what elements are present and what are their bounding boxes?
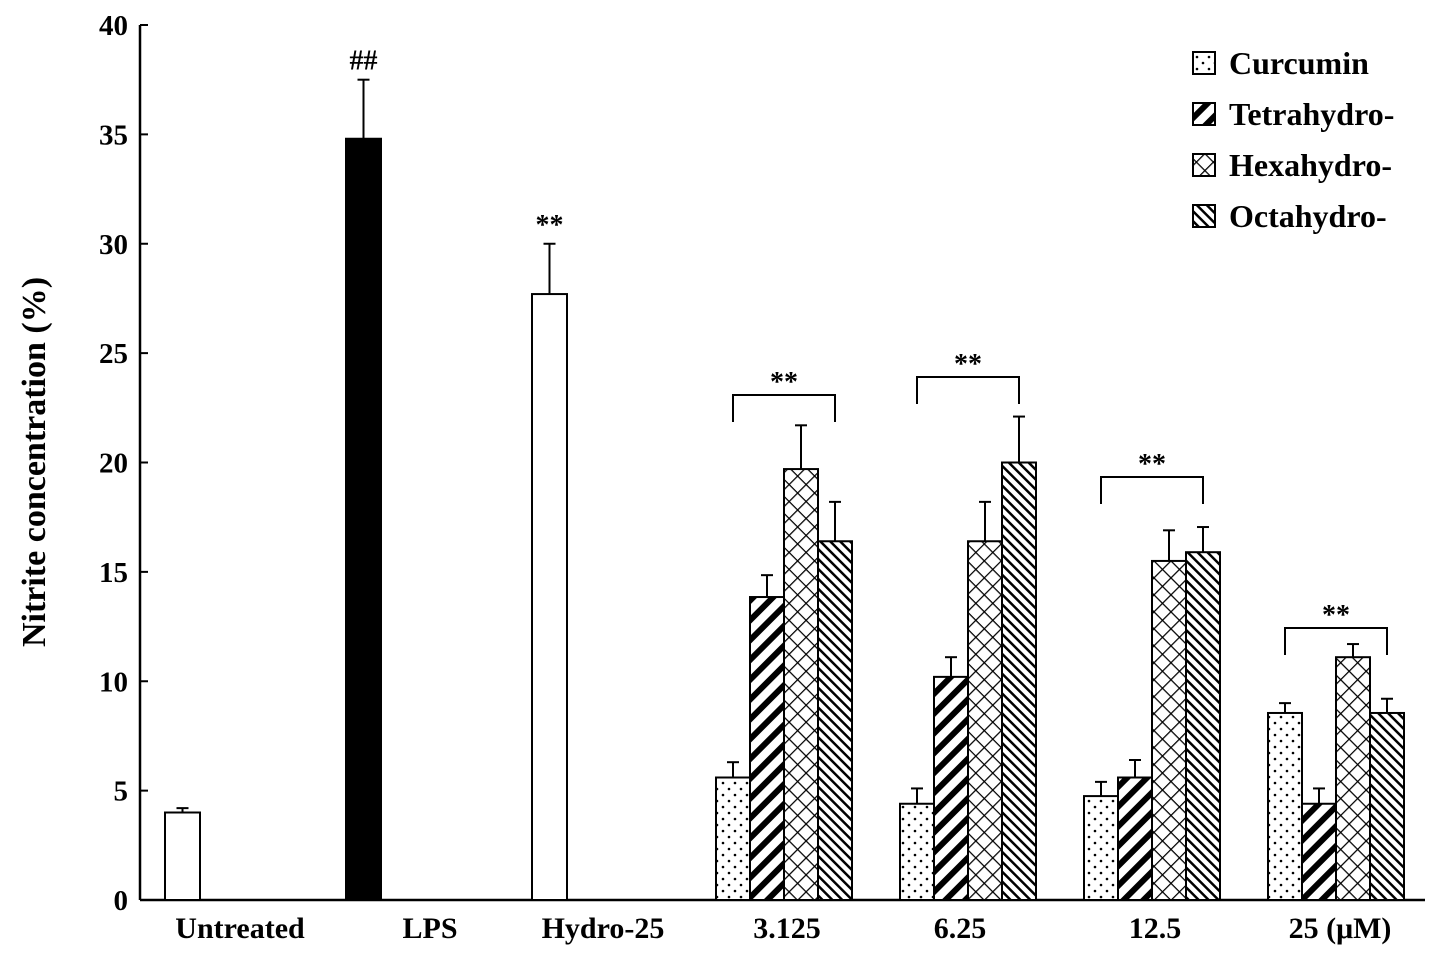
bar-curcumin (715, 776, 751, 901)
legend: Curcumin Tetrahydro- Hexahydro- Octahydro- (1192, 45, 1394, 234)
significance-bracket (1284, 627, 1388, 655)
bar-untreated (164, 811, 201, 901)
bar-hydro-25 (531, 293, 568, 901)
x-tick-label: 3.125 (753, 912, 821, 945)
y-tick-label: 35 (99, 119, 128, 151)
bar-hexahydro (1151, 559, 1187, 901)
bar-hexahydro (783, 468, 819, 901)
x-tick-label: Hydro-25 (542, 912, 665, 945)
y-tick-label: 20 (99, 448, 128, 480)
bar-octahydro (1185, 551, 1221, 901)
x-tick-label: LPS (402, 912, 457, 945)
x-tick-label: Untreated (175, 912, 305, 945)
bar-octahydro (817, 540, 853, 901)
legend-swatch-dots (1192, 51, 1216, 75)
bar-tetrahydro (1117, 776, 1153, 901)
y-axis-label: Nitrite concentration (%) (16, 277, 53, 647)
significance-mark: ** (1322, 600, 1350, 631)
bar-octahydro (1369, 711, 1405, 901)
legend-swatch-crosshatch (1192, 153, 1216, 177)
significance-mark: ## (350, 46, 378, 77)
legend-label: Tetrahydro- (1229, 96, 1394, 132)
bar-curcumin (1267, 711, 1303, 901)
y-tick-label: 25 (99, 338, 128, 370)
bar-hexahydro (1335, 656, 1371, 901)
significance-mark: ** (1138, 449, 1166, 480)
bar-curcumin (899, 802, 935, 901)
x-tick-label: 25 (μM) (1289, 912, 1392, 945)
bar-curcumin (1083, 795, 1119, 901)
bar-octahydro (1001, 461, 1037, 901)
legend-label: Hexahydro- (1229, 147, 1392, 183)
bar-hexahydro (967, 540, 1003, 901)
y-tick-label: 5 (114, 776, 129, 808)
legend-swatch-thin-diagonal (1192, 204, 1216, 228)
bar-tetrahydro (749, 596, 785, 901)
bar-lps (345, 137, 382, 901)
legend-label: Octahydro- (1229, 198, 1387, 234)
x-tick-label: 12.5 (1129, 912, 1182, 945)
significance-mark: ** (954, 349, 982, 380)
y-tick-label: 30 (99, 229, 128, 261)
significance-mark: ** (770, 367, 798, 398)
significance-bracket (1100, 476, 1204, 504)
y-tick-label: 0 (114, 885, 129, 917)
significance-bracket (916, 376, 1020, 404)
bars (164, 78, 1405, 901)
legend-label: Curcumin (1229, 45, 1369, 81)
significance-mark: ** (536, 210, 564, 241)
legend-swatch-thick-diagonal (1192, 102, 1216, 126)
significance-bracket (732, 394, 836, 422)
x-tick-label: 6.25 (934, 912, 987, 945)
y-tick-label: 10 (99, 666, 128, 698)
bar-tetrahydro (933, 675, 969, 901)
bar-tetrahydro (1301, 802, 1337, 901)
y-tick-label: 40 (99, 10, 128, 42)
y-tick-label: 15 (99, 557, 128, 589)
labels: Untreated ## LPS ** Hydro-25 ** 3.125 ** 6.25 ** 1… (175, 46, 1391, 945)
